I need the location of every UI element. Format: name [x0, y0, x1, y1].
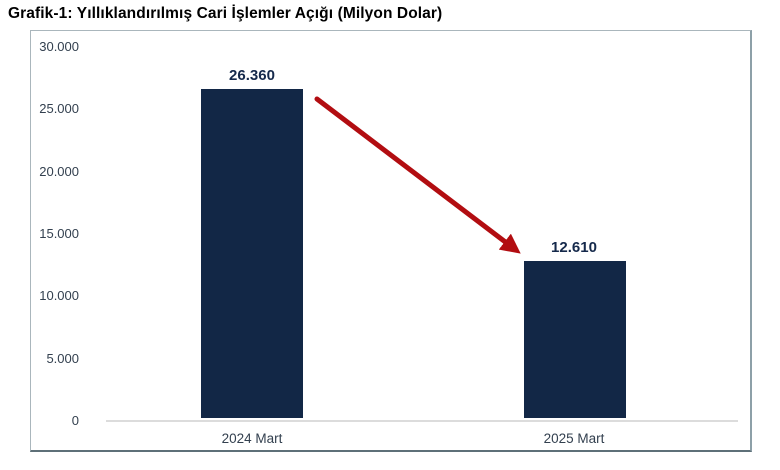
bar-value-label-2025: 12.610	[551, 239, 597, 256]
y-axis-tick-label: 30.000	[39, 39, 79, 54]
x-axis-baseline	[106, 420, 738, 422]
y-axis-tick-label: 5.000	[46, 351, 79, 366]
x-axis-category-label-2025: 2025 Mart	[543, 431, 605, 446]
plot-area: 30.000 25.000 20.000 15.000 10.000 5.000…	[30, 30, 752, 452]
y-axis-tick-label: 10.000	[39, 288, 79, 303]
y-axis-tick-label: 25.000	[39, 101, 79, 116]
y-axis-tick-label: 20.000	[39, 164, 79, 179]
chart-title: Grafik-1: Yıllıklandırılmış Cari İşlemle…	[8, 5, 443, 22]
y-axis-tick-label: 0	[71, 413, 79, 428]
y-axis-tick-label: 15.000	[39, 226, 79, 241]
bar-value-label-2024: 26.360	[229, 67, 275, 84]
x-axis-category-label-2024: 2024 Mart	[221, 431, 283, 446]
bar-2025-mart	[524, 261, 626, 418]
bar-2024-mart	[201, 89, 303, 418]
